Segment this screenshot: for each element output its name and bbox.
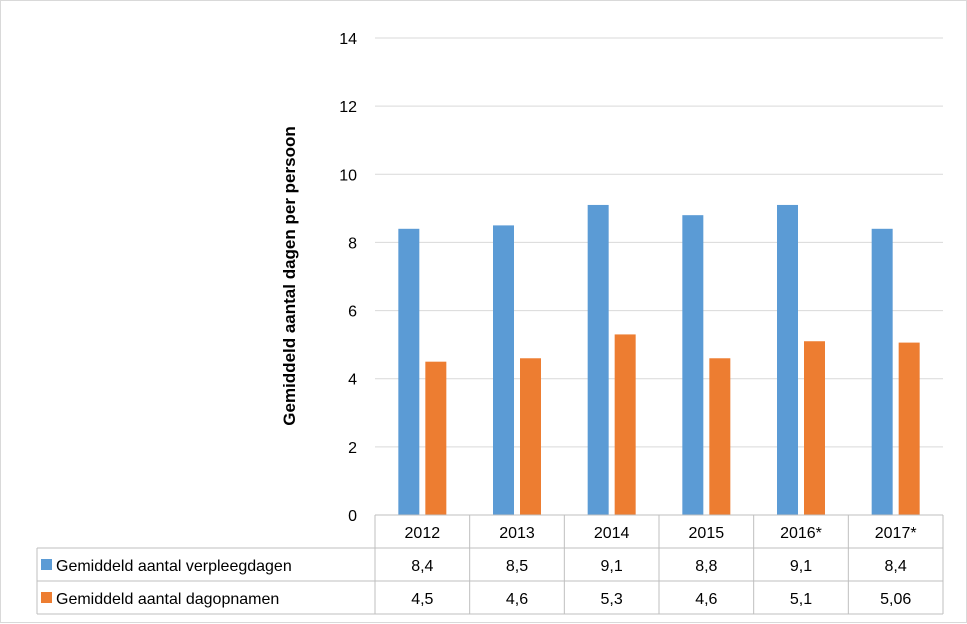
x-tick-label: 2014 [594, 525, 630, 542]
bar-verpleegdagen [493, 225, 514, 515]
bar-dagopnamen [425, 361, 447, 515]
data-label: 4,6 [695, 591, 717, 608]
legend-key [41, 592, 52, 603]
y-tick-label: 6 [348, 304, 357, 321]
bar-dagopnamen [614, 334, 636, 515]
data-label: 5,3 [601, 591, 623, 608]
bar-dagopnamen [520, 358, 541, 515]
x-tick-label: 2012 [405, 525, 441, 542]
series-name: Gemiddeld aantal dagopnamen [56, 591, 279, 608]
data-label: 5,06 [880, 591, 911, 608]
bar-verpleegdagen [682, 215, 704, 515]
data-label: 4,6 [506, 591, 528, 608]
bar-dagopnamen [898, 342, 920, 515]
y-tick-label: 0 [348, 508, 357, 525]
y-tick-label: 4 [348, 372, 357, 389]
x-tick-label: 2017* [875, 525, 917, 542]
bar-verpleegdagen [398, 228, 420, 516]
bar-dagopnamen [709, 358, 731, 515]
y-axis-ticks: 0 2 4 6 8 10 12 14 [339, 31, 357, 525]
data-label: 9,1 [790, 558, 812, 575]
y-tick-label: 12 [339, 99, 357, 116]
y-tick-label: 10 [339, 167, 357, 184]
data-label: 8,5 [506, 558, 528, 575]
bar-dagopnamen [804, 341, 825, 515]
data-label: 8,4 [885, 558, 907, 575]
bar-verpleegdagen [871, 228, 893, 516]
x-tick-label: 2013 [499, 525, 535, 542]
legend-key [41, 559, 52, 570]
data-label: 5,1 [790, 591, 812, 608]
data-label: 9,1 [601, 558, 623, 575]
data-label: 8,8 [695, 558, 717, 575]
series-name: Gemiddeld aantal verpleegdagen [56, 558, 292, 575]
gridlines [375, 37, 943, 516]
data-table: 2012 2013 2014 2015 2016* 2017* Gemiddeld aant… [36, 514, 944, 615]
bars [398, 204, 920, 516]
bar-verpleegdagen [777, 204, 798, 515]
data-label: 8,4 [411, 558, 433, 575]
y-axis-label: Gemiddeld aantal dagen per persoon [280, 126, 299, 425]
y-tick-label: 14 [339, 31, 357, 48]
y-tick-label: 2 [348, 440, 357, 457]
x-tick-label: 2016* [780, 525, 822, 542]
bar-verpleegdagen [587, 204, 609, 515]
data-label: 4,5 [411, 591, 433, 608]
y-tick-label: 8 [348, 235, 357, 252]
x-tick-label: 2015 [689, 525, 725, 542]
